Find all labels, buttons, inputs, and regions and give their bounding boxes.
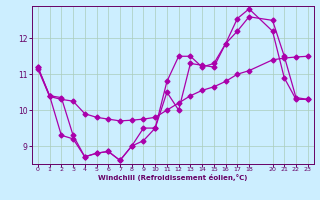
X-axis label: Windchill (Refroidissement éolien,°C): Windchill (Refroidissement éolien,°C) bbox=[98, 174, 247, 181]
